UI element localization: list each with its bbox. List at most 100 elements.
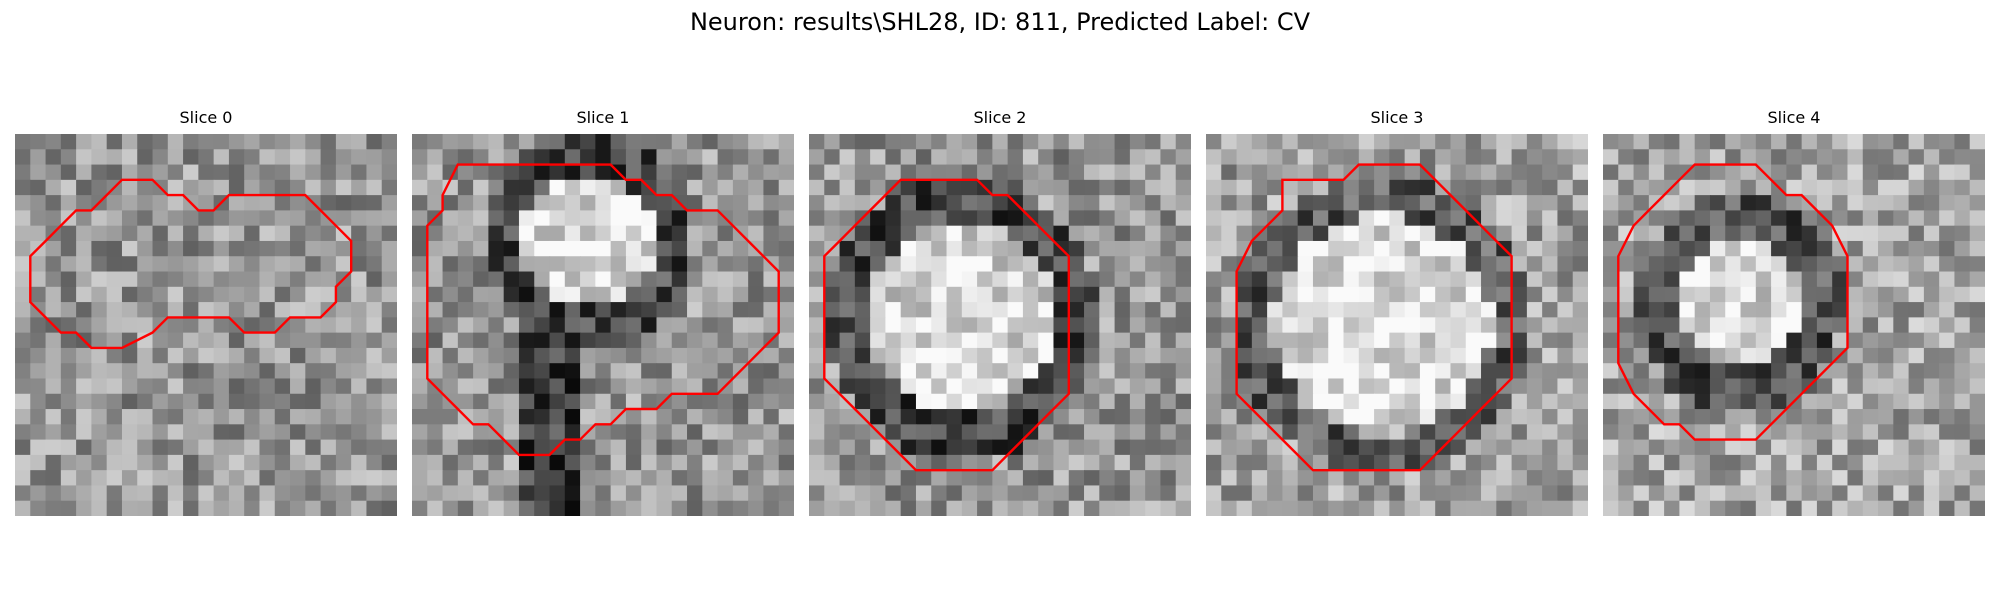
pixel <box>382 165 397 181</box>
pixel <box>229 363 245 379</box>
pixel <box>1313 470 1329 486</box>
pixel <box>1328 302 1344 318</box>
pixel <box>443 470 459 486</box>
pixel <box>1282 226 1298 242</box>
pixel <box>168 317 184 333</box>
pixel <box>1679 363 1695 379</box>
pixel <box>1069 333 1085 349</box>
pixel <box>366 470 382 486</box>
pixel <box>1053 501 1069 516</box>
pixel <box>1389 287 1405 303</box>
pixel <box>336 501 352 516</box>
pixel <box>76 210 92 226</box>
pixel <box>931 195 947 211</box>
pixel <box>1053 302 1069 318</box>
pixel <box>473 455 489 471</box>
pixel <box>1909 348 1925 364</box>
pixel <box>1512 333 1528 349</box>
pixel <box>183 256 199 272</box>
pixel <box>626 378 642 394</box>
pixel <box>1512 241 1528 257</box>
pixel <box>1328 165 1344 181</box>
pixel <box>1573 440 1588 456</box>
pixel <box>336 287 352 303</box>
pixel <box>336 165 352 181</box>
pixel <box>1053 440 1069 456</box>
pixel <box>443 348 459 364</box>
pixel <box>15 455 31 471</box>
pixel <box>947 256 963 272</box>
pixel <box>1130 195 1146 211</box>
pixel <box>122 409 138 425</box>
pixel <box>1344 455 1360 471</box>
pixel <box>641 470 657 486</box>
pixel <box>748 333 764 349</box>
pixel <box>611 363 627 379</box>
pixel <box>30 501 46 516</box>
pixel <box>1344 378 1360 394</box>
pixel <box>1557 394 1573 410</box>
pixel <box>1557 272 1573 288</box>
pixel <box>901 180 917 196</box>
pixel <box>626 241 642 257</box>
pixel <box>61 134 77 150</box>
pixel <box>1435 165 1451 181</box>
pixel <box>1847 485 1863 501</box>
pixel <box>1649 256 1665 272</box>
pixel <box>1893 501 1909 516</box>
pixel <box>1695 302 1711 318</box>
pixel <box>1374 424 1390 440</box>
pixel <box>550 394 566 410</box>
pixel <box>366 424 382 440</box>
pixel <box>1496 317 1512 333</box>
pixel <box>1069 470 1085 486</box>
pixel <box>1038 378 1054 394</box>
pixel <box>1008 424 1024 440</box>
pixel <box>1130 134 1146 150</box>
pixel <box>565 134 581 150</box>
pixel <box>382 256 397 272</box>
pixel <box>1160 256 1176 272</box>
pixel <box>1130 409 1146 425</box>
pixel <box>1832 485 1848 501</box>
pixel <box>1038 455 1054 471</box>
pixel <box>305 180 321 196</box>
pixel <box>1130 210 1146 226</box>
pixel <box>229 333 245 349</box>
pixel <box>1786 165 1802 181</box>
pixel <box>1634 424 1650 440</box>
pixel <box>30 485 46 501</box>
pixel <box>1023 287 1039 303</box>
pixel <box>1847 287 1863 303</box>
pixel <box>641 256 657 272</box>
pixel <box>763 378 779 394</box>
pixel <box>1481 241 1497 257</box>
pixel <box>1267 134 1283 150</box>
pixel <box>1221 394 1237 410</box>
pixel <box>947 455 963 471</box>
pixel <box>702 272 718 288</box>
pixel <box>1771 149 1787 165</box>
pixel <box>1924 409 1940 425</box>
pixel <box>1634 226 1650 242</box>
pixel <box>1496 455 1512 471</box>
pixel <box>244 241 260 257</box>
pixel <box>1786 149 1802 165</box>
slice-image-svg <box>809 134 1191 516</box>
pixel <box>1603 241 1619 257</box>
figure-title: Neuron: results\SHL28, ID: 811, Predicte… <box>0 8 2000 36</box>
pixel <box>870 287 886 303</box>
pixel <box>641 394 657 410</box>
pixel <box>931 409 947 425</box>
pixel <box>733 394 749 410</box>
pixel <box>1374 134 1390 150</box>
pixel <box>1573 195 1588 211</box>
pixel <box>534 180 550 196</box>
pixel <box>1481 424 1497 440</box>
pixel <box>1954 226 1970 242</box>
pixel <box>1481 210 1497 226</box>
pixel <box>1832 195 1848 211</box>
pixel <box>534 394 550 410</box>
pixel <box>244 226 260 242</box>
pixel <box>1344 241 1360 257</box>
